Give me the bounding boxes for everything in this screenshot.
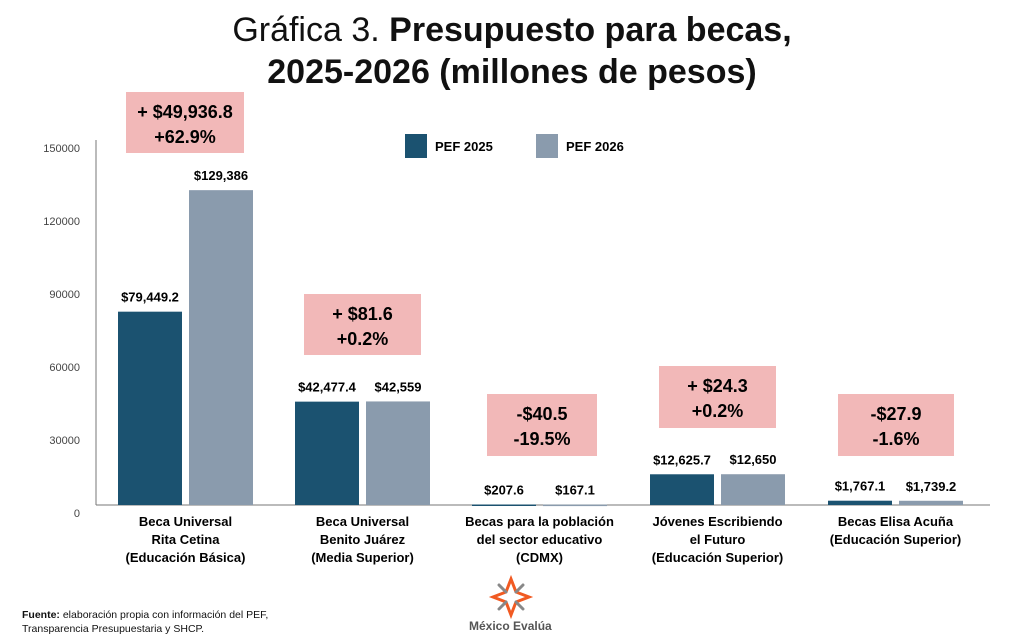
category-label: Becas Elisa Acuña [838,514,954,529]
chart-title: Gráfica 3. Presupuesto para becas, [0,10,1024,50]
category-label: (Educación Superior) [652,550,783,565]
change-annotation-text: +0.2% [337,329,389,349]
category-label: (Media Superior) [311,550,414,565]
y-tick-label: 150000 [43,143,80,155]
change-annotation-text: -$40.5 [516,404,567,424]
title-prefix: Gráfica 3. [232,11,380,49]
legend-label: PEF 2025 [435,139,493,154]
bar-pef-2026 [543,504,607,507]
legend-label: PEF 2026 [566,139,624,154]
change-annotation-text: +62.9% [154,127,216,147]
y-tick-label: 120000 [43,216,80,228]
change-annotation-box [126,92,244,153]
category-label: del sector educativo [477,532,603,547]
data-label: $167.1 [555,483,595,498]
category-label: Becas para la población [465,514,614,529]
legend-swatch [536,134,558,158]
bar-pef-2025 [472,504,536,506]
y-tick-label: 60000 [49,362,80,374]
change-annotation-text: -1.6% [872,429,919,449]
source-text: elaboración propia con información del P… [59,609,269,621]
data-label: $42,559 [375,379,422,394]
bar-pef-2025 [118,311,182,505]
bar-pef-2026 [189,190,253,505]
data-label: $12,650 [730,452,777,467]
title-main: Presupuesto para becas, [389,11,792,49]
change-annotation-text: + $49,936.8 [137,102,233,122]
change-annotation-text: + $24.3 [687,376,748,396]
bar-pef-2025 [650,474,714,505]
change-annotation-box [487,394,597,456]
bar-pef-2026 [721,474,785,505]
legend-swatch [405,134,427,158]
source-label: Fuente: [22,609,60,621]
data-label: $42,477.4 [298,380,357,395]
data-label: $1,767.1 [835,479,886,494]
change-annotation-text: -$27.9 [870,404,921,424]
data-label: $1,739.2 [906,479,957,494]
category-label: (CDMX) [516,550,563,565]
brand-name: México Evalúa [469,619,552,633]
category-label: Jóvenes Escribiendo [652,514,782,529]
bar-pef-2025 [828,500,892,505]
data-label: $12,625.7 [653,452,711,467]
data-label: $207.6 [484,482,524,497]
category-label: Benito Juárez [320,532,406,547]
category-label: (Educación Básica) [126,550,246,565]
y-tick-label: 30000 [49,435,80,447]
change-annotation-text: -19.5% [513,429,570,449]
bar-pef-2026 [366,401,430,505]
category-label: el Futuro [690,532,746,547]
change-annotation-text: + $81.6 [332,304,393,324]
y-tick-label: 90000 [49,289,80,301]
data-label: $79,449.2 [121,290,179,305]
change-annotation-box [838,394,954,456]
category-label: Beca Universal [139,514,232,529]
chart-subtitle: 2025-2026 (millones de pesos) [267,53,757,91]
category-label: Rita Cetina [152,532,221,547]
source-text-2: Transparencia Presupuestaria y SHCP. [22,623,205,635]
y-tick-label: 0 [74,508,80,520]
change-annotation-text: +0.2% [692,401,744,421]
bar-pef-2026 [899,500,963,505]
source-note: Fuente: elaboración propia con informaci… [22,608,268,636]
category-label: Beca Universal [316,514,409,529]
bar-pef-2025 [295,401,359,505]
change-annotation-box [659,366,776,428]
category-label: (Educación Superior) [830,532,961,547]
change-annotation-box [304,294,421,355]
data-label: $129,386 [194,168,248,183]
